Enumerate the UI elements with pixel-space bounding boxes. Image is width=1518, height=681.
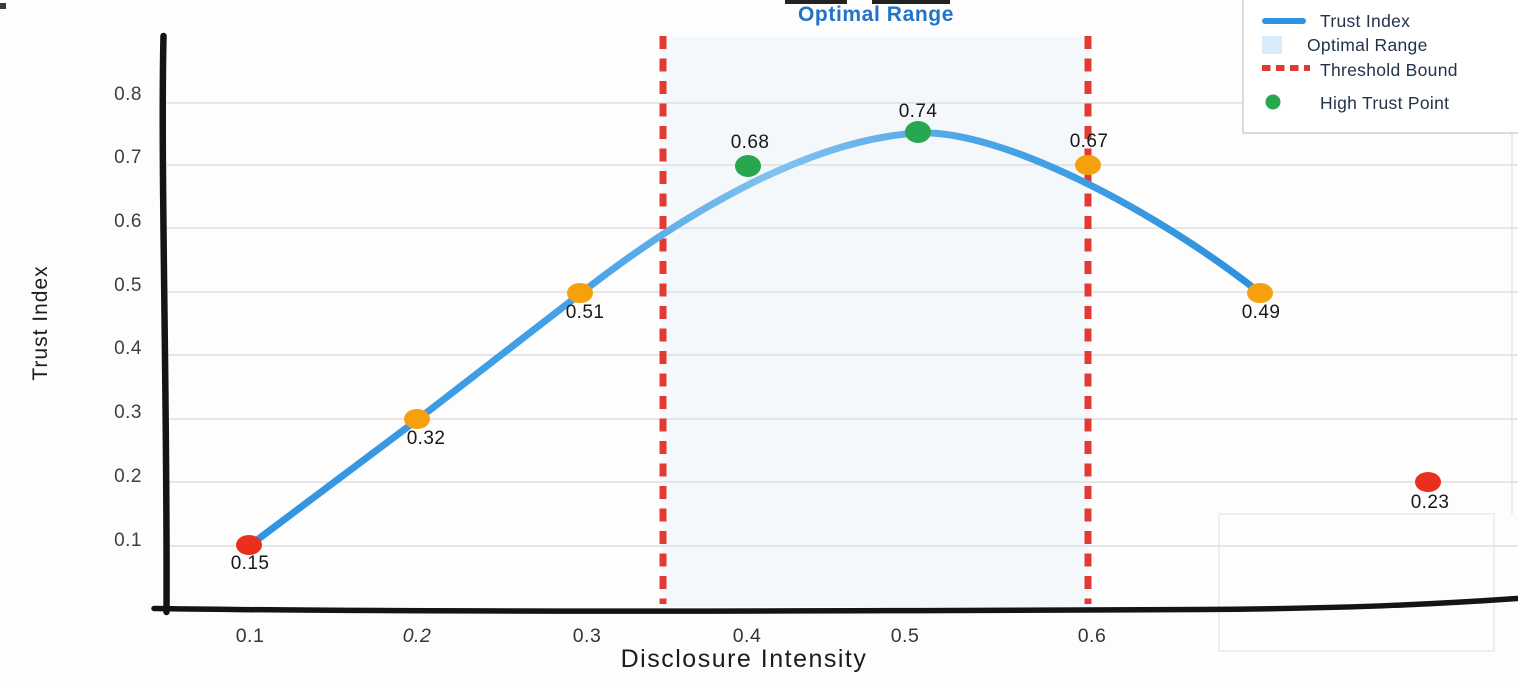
- point-label: 0.23: [1410, 492, 1450, 513]
- y-axis-label: Trust Index: [29, 265, 52, 381]
- y-tick-label: 0.4: [114, 338, 142, 359]
- y-axis-line: [159, 32, 170, 616]
- optimal-range-band: [663, 37, 1088, 607]
- point-label: 0.51: [565, 302, 605, 323]
- point-label: 0.32: [406, 428, 446, 449]
- legend-item-optimal-range: Optimal Range: [1307, 35, 1428, 55]
- cropped-top-artifact: [872, 0, 950, 4]
- corner-artifact: [0, 3, 6, 9]
- chart-title: Optimal Range: [798, 3, 954, 26]
- x-tick-label: 0.5: [890, 625, 920, 647]
- y-tick-label: 0.5: [114, 275, 142, 296]
- x-tick-label: 0.1: [235, 625, 265, 647]
- point-label: 0.74: [898, 101, 938, 122]
- gridlines: [167, 102, 1518, 547]
- y-tick-label: 0.6: [114, 211, 142, 232]
- x-tick-label: 0.2: [402, 625, 432, 647]
- x-tick-label: 0.4: [732, 625, 762, 647]
- point-marker: [404, 409, 430, 429]
- faint-background-box: [1218, 513, 1495, 652]
- legend-item-high-trust-point: High Trust Point: [1320, 93, 1450, 113]
- x-tick-label: 0.6: [1077, 625, 1107, 647]
- x-axis-label: Disclosure Intensity: [620, 645, 868, 673]
- y-tick-label: 0.8: [114, 84, 142, 105]
- legend-swatch-high-trust-point: [1265, 94, 1281, 110]
- data-points: [236, 121, 1441, 555]
- cropped-top-artifact: [785, 0, 847, 4]
- y-tick-label: 0.1: [114, 530, 142, 551]
- point-marker: [1415, 472, 1441, 492]
- point-marker: [567, 283, 593, 303]
- point-label: 0.15: [230, 553, 270, 574]
- point-label: 0.49: [1241, 302, 1281, 323]
- point-label: 0.67: [1069, 131, 1109, 152]
- point-label: 0.68: [730, 132, 770, 153]
- point-marker: [1075, 155, 1101, 175]
- y-tick-label: 0.7: [114, 147, 142, 168]
- legend-item-trust-index: Trust Index: [1320, 11, 1411, 31]
- legend-item-threshold-bound: Threshold Bound: [1320, 60, 1458, 80]
- point-marker: [1247, 283, 1273, 303]
- legend-swatch-threshold-bound: [1262, 65, 1310, 71]
- legend-swatch-trust-line: [1262, 18, 1306, 24]
- x-axis-line: [151, 595, 1518, 614]
- point-marker: [735, 155, 761, 177]
- faint-vertical-line: [1511, 134, 1513, 514]
- x-tick-label: 0.3: [572, 625, 602, 647]
- point-marker: [905, 121, 931, 143]
- legend-swatch-optimal-range: [1262, 36, 1282, 54]
- point-marker: [236, 535, 262, 555]
- y-tick-label: 0.2: [114, 466, 142, 487]
- y-tick-label: 0.3: [114, 402, 142, 423]
